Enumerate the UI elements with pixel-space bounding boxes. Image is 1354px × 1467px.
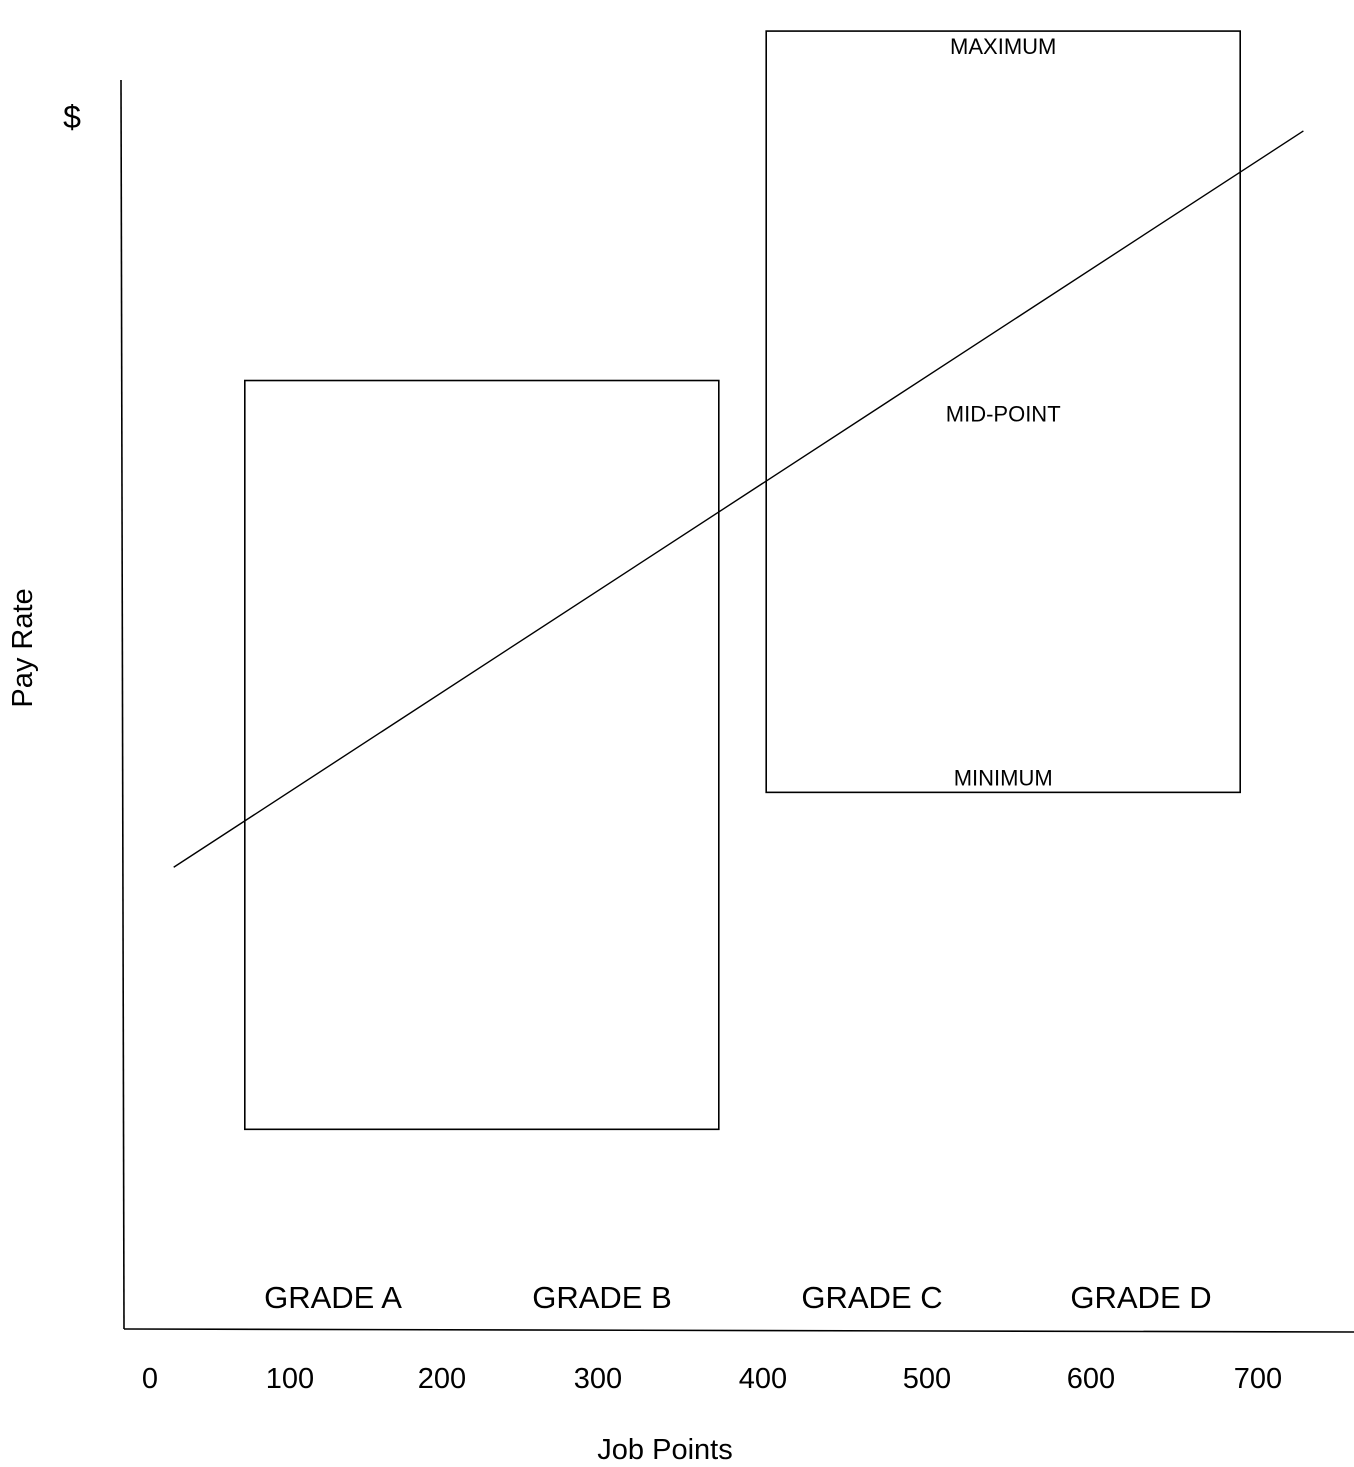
x-tick-labels: 0 100 200 300 400 500 600 700: [142, 1363, 1282, 1395]
x-tick-label-700: 700: [1234, 1363, 1282, 1395]
grade-label-c: GRADE C: [801, 1280, 942, 1315]
midpoint-label: MID-POINT: [946, 402, 1061, 427]
grade-label-a: GRADE A: [264, 1280, 402, 1315]
grade-label-d: GRADE D: [1070, 1280, 1211, 1315]
x-axis-title: Job Points: [597, 1434, 732, 1466]
x-tick-label-0: 0: [142, 1363, 158, 1395]
range-annotations: MAXIMUM MID-POINT MINIMUM: [946, 34, 1061, 790]
y-axis-unit: $: [63, 99, 81, 135]
maximum-label: MAXIMUM: [950, 34, 1056, 59]
y-axis-title: Pay Rate: [7, 588, 39, 707]
pay-range-box-1: [244, 379, 720, 1131]
x-tick-label-600: 600: [1067, 1363, 1115, 1395]
grade-labels: GRADE A GRADE B GRADE C GRADE D: [264, 1280, 1212, 1315]
x-tick-label-300: 300: [574, 1363, 622, 1395]
x-tick-label-200: 200: [418, 1363, 466, 1395]
pay-range-boxes: [244, 30, 1242, 1131]
grade-label-b: GRADE B: [532, 1280, 672, 1315]
x-tick-label-400: 400: [739, 1363, 787, 1395]
pay-policy-line: [173, 130, 1304, 868]
x-axis-line: [123, 1328, 1354, 1333]
y-axis-line: [120, 79, 125, 1330]
pay-line-group: [173, 130, 1304, 868]
x-tick-label-500: 500: [903, 1363, 951, 1395]
pay-range-box-2: [765, 30, 1242, 794]
x-tick-label-100: 100: [266, 1363, 314, 1395]
minimum-label: MINIMUM: [954, 765, 1053, 790]
